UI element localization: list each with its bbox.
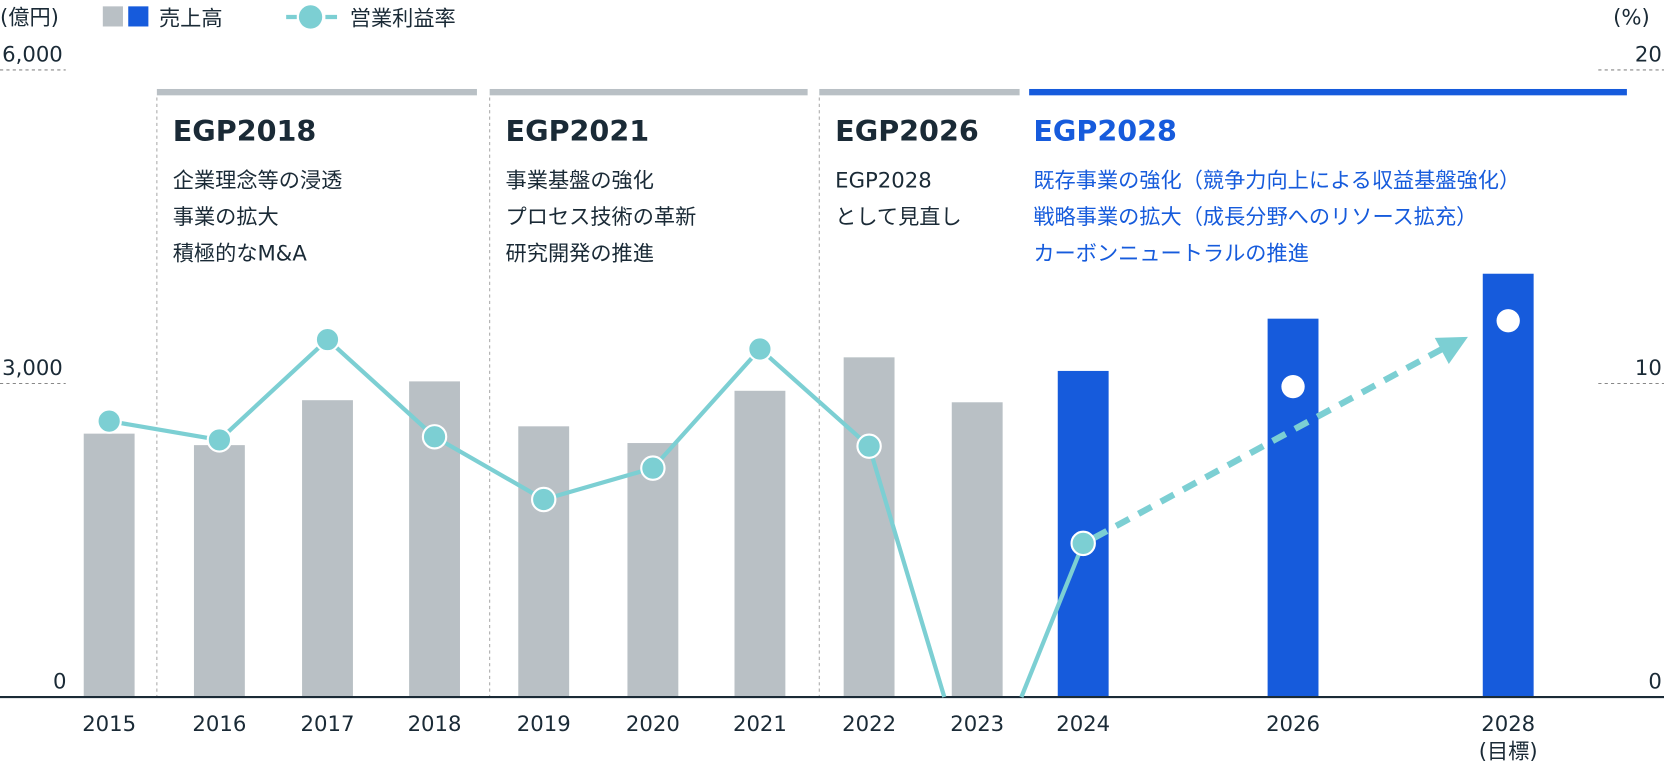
x-tick-label: 2019 bbox=[517, 711, 571, 736]
period-title: EGP2018 bbox=[173, 114, 317, 148]
bar-2015 bbox=[83, 433, 135, 698]
period-description-line: 事業の拡大 bbox=[173, 204, 279, 229]
left-axis-unit: (億円) bbox=[0, 4, 59, 29]
margin-point-2019 bbox=[530, 486, 557, 513]
legend-line-label: 営業利益率 bbox=[350, 5, 456, 30]
bars bbox=[0, 273, 1664, 699]
right-axis-tick: 20 bbox=[1635, 41, 1662, 66]
x-tick-label: 2024 bbox=[1056, 711, 1110, 736]
period-description-line: 既存事業の強化（競争力向上による収益基盤強化） bbox=[1033, 168, 1520, 193]
left-axis-tick: 6,000 bbox=[2, 41, 63, 66]
margin-point-2016 bbox=[206, 427, 233, 453]
period-title: EGP2026 bbox=[835, 114, 979, 148]
margin-point-2018 bbox=[421, 424, 448, 450]
period-description-line: カーボンニュートラルの推進 bbox=[1033, 241, 1309, 266]
x-tick-sublabel: (目標) bbox=[1479, 738, 1538, 763]
period-bar-egp2021 bbox=[489, 88, 808, 96]
period-bar-egp2026 bbox=[819, 88, 1020, 96]
bar-2017 bbox=[302, 400, 353, 698]
margin-point-2020 bbox=[640, 455, 666, 481]
x-tick-label: 2015 bbox=[82, 711, 136, 736]
x-tick-label: 2017 bbox=[301, 711, 355, 736]
period-description-line: プロセス技術の革新 bbox=[506, 204, 697, 229]
margin-point-2022 bbox=[856, 433, 882, 459]
bar-2019 bbox=[518, 426, 570, 698]
margin-point-2015 bbox=[96, 408, 122, 434]
margin-point-2017 bbox=[314, 326, 341, 353]
x-tick-label: 2018 bbox=[408, 711, 462, 736]
period-title: EGP2021 bbox=[506, 114, 650, 148]
target-margin-point-2028 bbox=[1496, 309, 1520, 333]
x-tick-label: 2023 bbox=[950, 711, 1004, 736]
bar-2028 bbox=[1482, 273, 1534, 698]
x-tick-label: 2022 bbox=[842, 711, 896, 736]
x-tick-label: 2026 bbox=[1266, 711, 1320, 736]
target-margin-point-2026 bbox=[1281, 374, 1305, 399]
margin-line-group bbox=[96, 309, 1520, 698]
right-axis-unit: (%) bbox=[1613, 4, 1650, 29]
period-description-line: 積極的なM&A bbox=[173, 241, 308, 266]
period-description-line: として見直し bbox=[835, 204, 962, 229]
legend-bar-swatch-actual bbox=[102, 6, 123, 27]
period-bar-egp2018 bbox=[156, 88, 477, 96]
operating-margin-line bbox=[1019, 542, 1086, 698]
bar-2016 bbox=[193, 445, 245, 698]
axes: 0 3,000 6,000 0 10 20 bbox=[0, 41, 1664, 694]
period-description-line: EGP2028 bbox=[835, 168, 932, 193]
period-bar-egp2028 bbox=[1029, 88, 1627, 96]
right-axis-tick: 0 bbox=[1648, 669, 1661, 694]
left-axis-tick: 0 bbox=[53, 669, 66, 694]
x-tick-label: 2016 bbox=[192, 711, 246, 736]
x-labels: 2015 2016 2017 2018 2019 2020 2021 2022 2023 2024… bbox=[82, 711, 1537, 764]
legend-bar-label: 売上高 bbox=[159, 5, 223, 30]
period-description-line: 事業基盤の強化 bbox=[506, 168, 654, 193]
right-axis-tick: 10 bbox=[1635, 355, 1662, 380]
x-tick-label: 2021 bbox=[733, 711, 787, 736]
bar-2023 bbox=[951, 402, 1003, 698]
x-tick-label: 2028 bbox=[1481, 711, 1535, 736]
period-title: EGP2028 bbox=[1033, 114, 1177, 148]
bar-2020 bbox=[627, 443, 679, 698]
bar-2021 bbox=[734, 390, 786, 698]
margin-point-2021 bbox=[747, 336, 773, 362]
target-arrow-line bbox=[1092, 342, 1451, 541]
bar-2022 bbox=[843, 357, 895, 698]
legend-bar-swatch-plan bbox=[128, 6, 149, 27]
left-axis-tick: 3,000 bbox=[2, 355, 63, 380]
period-description-line: 企業理念等の浸透 bbox=[173, 168, 343, 193]
legend-line-marker bbox=[298, 5, 323, 29]
x-tick-label: 2020 bbox=[626, 711, 680, 736]
period-description-line: 研究開発の推進 bbox=[506, 241, 654, 266]
margin-point-2024 bbox=[1070, 530, 1096, 557]
period-description-line: 戦略事業の拡大（成長分野へのリソース拡充） bbox=[1033, 204, 1477, 229]
target-arrow-head bbox=[1434, 336, 1468, 364]
